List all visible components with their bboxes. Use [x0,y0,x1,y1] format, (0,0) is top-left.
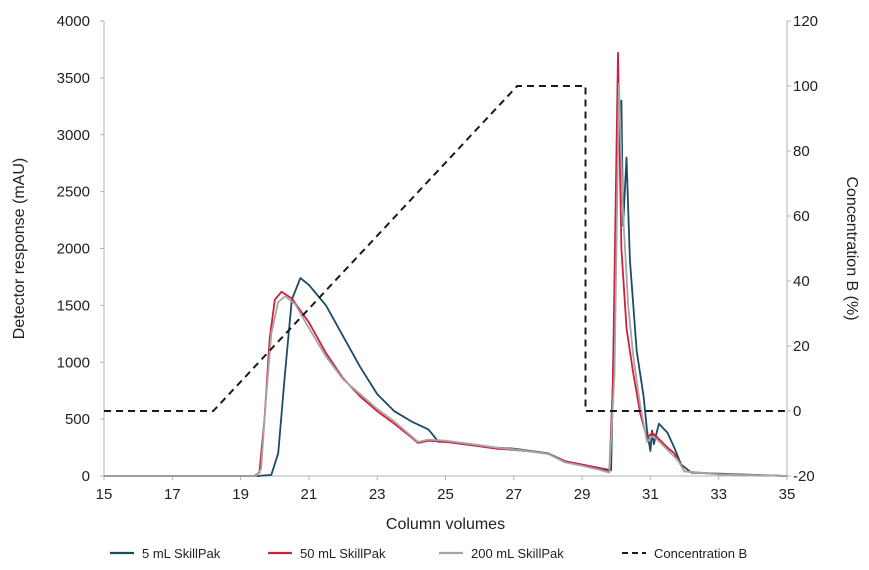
y-tick-label: 500 [65,411,90,428]
x-tick-label: 31 [642,486,659,503]
y-tick-label: 2000 [57,241,90,258]
y2-tick-label: 120 [793,13,818,30]
y-tick-label: 3500 [57,70,90,87]
y-axis-title: Detector response (mAU) [11,158,28,339]
y2-tick-label: -20 [793,468,815,485]
x-tick-label: 17 [164,486,181,503]
y-tick-label: 1000 [57,354,90,371]
x-tick-label: 27 [505,486,522,503]
y-tick-label: 0 [82,468,90,485]
y2-tick-label: 20 [793,338,810,355]
x-tick-label: 33 [710,486,727,503]
x-tick-label: 35 [779,486,796,503]
y-tick-label: 3000 [57,127,90,144]
x-tick-label: 15 [96,486,113,503]
y2-axis-title: Concentration B (%) [843,176,860,320]
series-layer [104,51,788,477]
series-line-concentration-b [104,85,787,412]
y2-tick-label: 80 [793,143,810,160]
y-tick-label: 4000 [57,13,90,30]
legend-label: 50 mL SkillPak [300,546,386,561]
x-tick-label: 25 [437,486,454,503]
legend: 5 mL SkillPak 50 mL SkillPak 200 mL SkillP… [110,546,747,561]
y2-tick-label: 100 [793,78,818,95]
y2-tick-label: 0 [793,403,801,420]
legend-label: Concentration B [654,546,747,561]
x-axis-title: Column volumes [386,516,505,533]
x-tick-label: 23 [369,486,386,503]
x-tick-label: 19 [232,486,249,503]
legend-label: 5 mL SkillPak [142,546,221,561]
y2-tick-label: 40 [793,273,810,290]
y-tick-label: 2500 [57,184,90,201]
legend-label: 200 mL SkillPak [471,546,564,561]
axes: 15 17 19 21 23 25 27 29 31 33 35050010001500200025… [57,13,818,503]
x-tick-label: 21 [301,486,318,503]
x-tick-label: 29 [574,486,591,503]
y2-tick-label: 60 [793,208,810,225]
series-line-5-ml-skillpak [104,99,788,477]
y-tick-label: 1500 [57,297,90,314]
series-line-50-ml-skillpak [104,51,788,477]
series-line-200-ml-skillpak [104,82,788,477]
